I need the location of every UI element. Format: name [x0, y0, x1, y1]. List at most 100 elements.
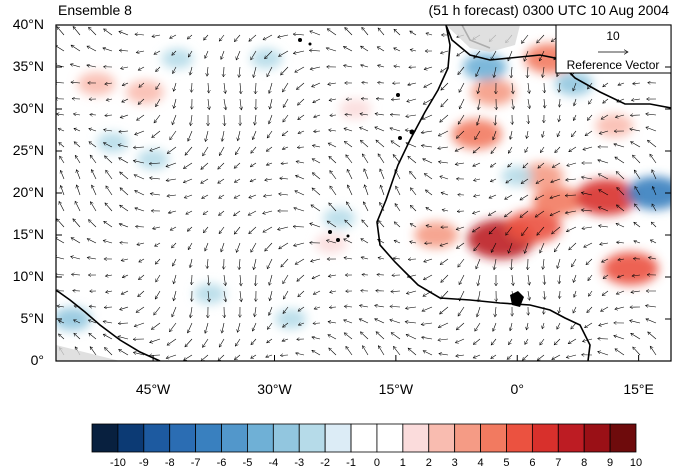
- wind-vector: [248, 210, 257, 215]
- anomaly-cell-1: [505, 210, 562, 244]
- wind-vector: [601, 258, 609, 262]
- lon-label: 15°E: [623, 381, 654, 397]
- wind-vector: [396, 186, 401, 196]
- colorbar-label: -3: [294, 457, 304, 469]
- wind-vector: [631, 99, 641, 100]
- colorbar-label: 9: [607, 457, 613, 469]
- wind-vector: [598, 174, 609, 180]
- wind-vector: [89, 142, 97, 148]
- wind-vector: [650, 240, 657, 244]
- wind-vector: [380, 169, 385, 180]
- wind-vector: [440, 66, 449, 72]
- wind-vector: [105, 203, 113, 212]
- colorbar-label: 2: [426, 457, 432, 469]
- wind-vector: [75, 201, 81, 212]
- wind-vector: [89, 306, 97, 307]
- wind-vector: [133, 147, 145, 148]
- wind-vector: [491, 146, 497, 154]
- wind-vector: [190, 258, 192, 268]
- wind-vector: [57, 219, 65, 228]
- wind-vector: [521, 34, 529, 43]
- wind-vector: [406, 334, 417, 340]
- wind-vector: [329, 348, 337, 356]
- wind-vector: [265, 179, 273, 180]
- wind-vector: [574, 290, 576, 297]
- wind-vector: [311, 258, 321, 261]
- wind-vector: [614, 144, 625, 148]
- wind-vector: [293, 226, 305, 227]
- wind-vector: [88, 220, 97, 228]
- wind-vector: [137, 243, 145, 245]
- wind-vector: [456, 322, 465, 330]
- wind-vector: [103, 321, 113, 323]
- wind-vector: [455, 338, 465, 343]
- wind-vector: [405, 322, 417, 323]
- colorbar-label: 8: [581, 457, 587, 469]
- wind-vector: [421, 145, 433, 147]
- colorbar-swatch: [557, 423, 585, 453]
- wind-vector: [329, 99, 337, 101]
- wind-vector: [240, 274, 241, 286]
- wind-vector: [282, 274, 289, 284]
- wind-vector: [267, 322, 273, 329]
- wind-vector: [587, 306, 593, 313]
- wind-vector: [191, 82, 192, 92]
- colorbar-label: -5: [243, 457, 253, 469]
- wind-vector: [346, 155, 353, 164]
- wind-vector: [56, 82, 65, 83]
- wind-vector: [508, 146, 513, 153]
- wind-vector: [393, 346, 401, 356]
- wind-vector: [328, 143, 337, 148]
- wind-vector: [293, 34, 305, 35]
- wind-vector: [149, 163, 161, 164]
- wind-vector: [328, 275, 337, 276]
- wind-vector: [601, 114, 609, 120]
- wind-vector: [631, 332, 641, 340]
- wind-vector: [250, 179, 257, 182]
- wind-vector: [282, 82, 289, 92]
- wind-vector: [152, 130, 161, 138]
- wind-vector: [410, 171, 417, 180]
- wind-vector: [310, 31, 321, 36]
- wind-vector: [329, 130, 337, 131]
- wind-vector: [525, 146, 529, 153]
- wind-vector: [236, 242, 241, 252]
- wind-vector: [202, 146, 209, 156]
- wind-vector: [314, 115, 321, 117]
- wind-vector: [104, 29, 113, 36]
- wind-vector: [634, 170, 641, 180]
- reference-vector-magnitude: 10: [606, 29, 620, 43]
- wind-vector: [104, 347, 113, 356]
- wind-vector: [646, 127, 657, 132]
- wind-vector: [88, 27, 97, 36]
- wind-vector: [528, 82, 529, 93]
- colorbar-swatch: [480, 423, 507, 453]
- wind-vector: [552, 226, 561, 234]
- wind-vector: [456, 242, 465, 249]
- wind-vector: [459, 290, 465, 301]
- wind-vector: [205, 242, 209, 251]
- wind-vector: [520, 210, 529, 217]
- wind-vector: [234, 146, 241, 155]
- wind-vector: [153, 227, 161, 229]
- wind-vector: [423, 159, 433, 164]
- colorbar-swatch: [91, 423, 119, 453]
- wind-vector: [171, 242, 177, 248]
- wind-vector: [493, 322, 497, 331]
- wind-vector: [344, 333, 353, 340]
- wind-vector: [239, 258, 240, 270]
- wind-vector: [56, 257, 65, 260]
- wind-vector: [269, 306, 273, 315]
- wind-vector: [234, 226, 241, 234]
- colorbar-swatch: [583, 423, 611, 453]
- wind-vector: [139, 258, 145, 262]
- wind-vector: [118, 323, 129, 324]
- wind-vector: [253, 66, 257, 78]
- lat-label: 10°N: [12, 268, 44, 284]
- wind-vector: [173, 290, 177, 301]
- wind-vector: [650, 346, 657, 356]
- wind-vector: [573, 82, 577, 91]
- wind-vector: [586, 258, 593, 265]
- colorbar-label: -7: [191, 457, 201, 469]
- wind-vector: [135, 130, 145, 135]
